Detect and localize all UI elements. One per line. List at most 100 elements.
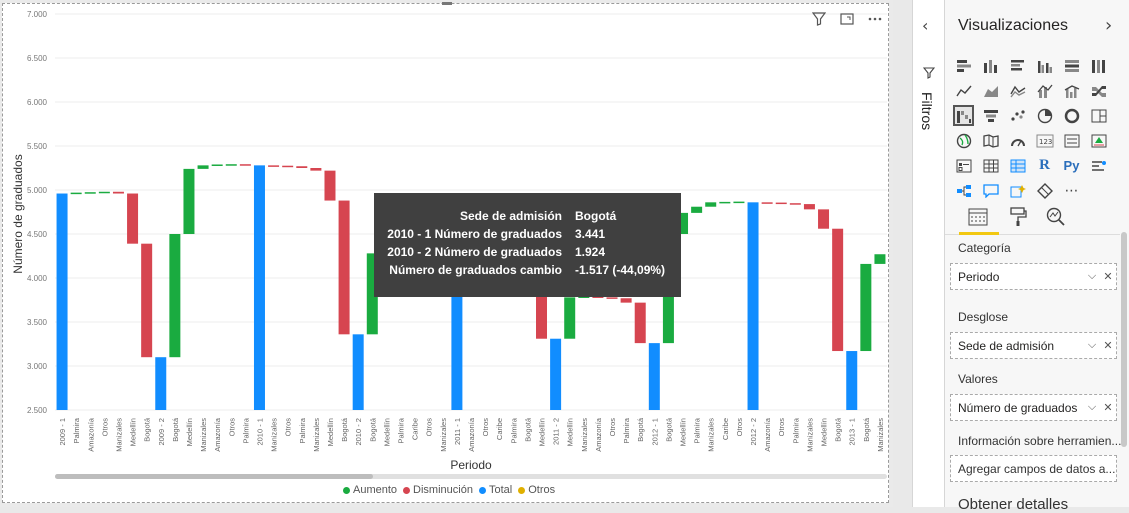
waterfall-bar (183, 168, 195, 234)
matrix-icon[interactable] (1007, 155, 1028, 176)
clustered-column-icon[interactable] (1034, 55, 1055, 76)
legend-label: Disminución (413, 484, 473, 496)
chart-scroll-thumb[interactable] (55, 474, 373, 479)
area-chart-icon[interactable] (980, 80, 1001, 101)
map-icon[interactable] (953, 130, 974, 151)
tooltip-row: Número de graduados cambio -1.517 (-44,09… (389, 263, 666, 277)
x-tick-label: Manizales (312, 418, 321, 452)
100-stacked-bar-icon[interactable] (1061, 55, 1082, 76)
pie-chart-icon[interactable] (1034, 105, 1055, 126)
paginated-report-icon[interactable] (1034, 180, 1055, 201)
resize-handle-top[interactable] (442, 2, 452, 5)
tooltip-row: 2010 - 1 Número de graduados 3.441 (387, 227, 606, 241)
line-and-clustered-column-icon[interactable] (1061, 80, 1082, 101)
filters-label[interactable]: Filtros (919, 92, 935, 131)
filter-pane-icon (922, 64, 936, 83)
categoria-field-value: Periodo (958, 269, 1000, 284)
more-options-icon[interactable] (866, 10, 884, 28)
waterfall-bar (352, 334, 364, 410)
tooltips-field-well[interactable]: Agregar campos de datos a... (950, 455, 1117, 482)
waterfall-bar (789, 203, 801, 205)
x-tick-label: 2010 - 2 (354, 418, 363, 446)
x-tick-label: Otros (735, 418, 744, 437)
multi-row-card-icon[interactable] (1061, 130, 1082, 151)
chart-scrollbar[interactable] (55, 474, 887, 479)
viz-pane-scrollbar[interactable] (1121, 232, 1127, 447)
kpi-icon[interactable] (1088, 130, 1109, 151)
valores-field-well[interactable]: Número de graduados ⌵ ✕ (950, 394, 1117, 421)
stacked-column-icon[interactable] (980, 55, 1001, 76)
x-tick-label: Medellín (382, 418, 391, 446)
remove-field-icon[interactable]: ✕ (1103, 340, 1113, 352)
table-icon[interactable] (980, 155, 1001, 176)
x-tick-label: Caribe (411, 418, 420, 440)
100-stacked-column-icon[interactable] (1088, 55, 1109, 76)
expand-chevron-icon[interactable]: › (1105, 15, 1113, 36)
waterfall-bar (860, 263, 872, 352)
clustered-bar-icon[interactable] (1007, 55, 1028, 76)
analytics-magnifier-icon[interactable] (1041, 204, 1071, 230)
y-tick-label: 7.000 (27, 10, 48, 19)
line-and-column-icon[interactable] (1034, 80, 1055, 101)
more-visuals-icon[interactable]: ⋯ (1064, 182, 1079, 199)
categoria-field-well[interactable]: Periodo ⌵ ✕ (950, 263, 1117, 290)
chevron-down-icon[interactable]: ⌵ (1087, 401, 1097, 413)
donut-chart-icon[interactable] (1061, 105, 1082, 126)
chevron-down-icon[interactable]: ⌵ (1087, 339, 1097, 351)
waterfall-bar (775, 202, 787, 205)
waterfall-chart-icon[interactable] (953, 105, 974, 126)
line-chart-icon[interactable] (953, 80, 974, 101)
legend-item[interactable]: Otros (518, 484, 555, 496)
waterfall-bar (296, 166, 308, 168)
legend-item[interactable]: Disminución (403, 484, 473, 496)
desglose-field-well[interactable]: Sede de admisión ⌵ ✕ (950, 332, 1117, 359)
decomposition-tree-icon[interactable] (953, 180, 974, 201)
x-tick-label: Amazonía (213, 417, 222, 452)
waterfall-visual[interactable]: 7.000 6.500 6.000 5.500 5.000 4.500 4.000 3.500… (2, 2, 889, 503)
x-tick-label: Palmira (509, 417, 518, 443)
y-tick-label: 3.000 (27, 362, 48, 371)
python-visual-icon[interactable]: Py (1063, 158, 1080, 173)
stacked-bar-icon[interactable] (953, 55, 974, 76)
y-tick-label: 3.500 (27, 318, 48, 327)
collapse-chevron-icon[interactable]: ‹ (922, 16, 929, 35)
waterfall-bar (578, 296, 590, 298)
x-tick-label: Manizales (270, 418, 279, 452)
report-canvas: 7.000 6.500 6.000 5.500 5.000 4.500 4.000 3.500… (2, 2, 889, 503)
filled-map-icon[interactable] (980, 130, 1001, 151)
x-tick-label: 2012 - 1 (650, 418, 659, 446)
r-visual-icon[interactable]: R (1039, 157, 1050, 173)
gauge-icon[interactable] (1007, 130, 1028, 151)
stacked-area-icon[interactable] (1007, 80, 1028, 101)
format-paint-roller-icon[interactable] (1003, 204, 1033, 230)
x-tick-label: Amazonía (594, 417, 603, 452)
treemap-icon[interactable] (1088, 105, 1109, 126)
card-icon[interactable]: 123 (1034, 130, 1055, 151)
tooltip-row: Sede de admisión Bogotá (459, 209, 617, 223)
focus-mode-icon[interactable] (838, 10, 856, 28)
legend-label: Otros (528, 484, 556, 496)
waterfall-bar (705, 202, 717, 207)
filter-icon[interactable] (810, 10, 828, 28)
remove-field-icon[interactable]: ✕ (1103, 402, 1113, 414)
key-influencers-icon[interactable] (1088, 155, 1109, 176)
waterfall-bar (564, 297, 576, 339)
funnel-icon[interactable] (980, 105, 1001, 126)
remove-field-icon[interactable]: ✕ (1103, 271, 1113, 283)
smart-narrative-icon[interactable] (1007, 180, 1028, 201)
waterfall-bar (677, 212, 689, 234)
fields-tab-icon[interactable] (963, 204, 993, 230)
scatter-chart-icon[interactable] (1007, 105, 1028, 126)
legend-item[interactable]: Total (478, 484, 512, 496)
legend-item[interactable]: Aumento (343, 484, 397, 496)
x-tick-label: Otros (284, 418, 293, 437)
qa-visual-icon[interactable] (980, 180, 1001, 201)
filters-pane[interactable]: ‹ Filtros (912, 0, 944, 507)
ribbon-chart-icon[interactable] (1088, 80, 1109, 101)
waterfall-bar (451, 251, 463, 410)
chevron-down-icon[interactable]: ⌵ (1087, 270, 1097, 282)
slicer-icon[interactable] (953, 155, 974, 176)
waterfall-bar (874, 254, 886, 264)
x-tick-label: Bogotá (523, 417, 532, 442)
waterfall-bar (832, 228, 844, 352)
